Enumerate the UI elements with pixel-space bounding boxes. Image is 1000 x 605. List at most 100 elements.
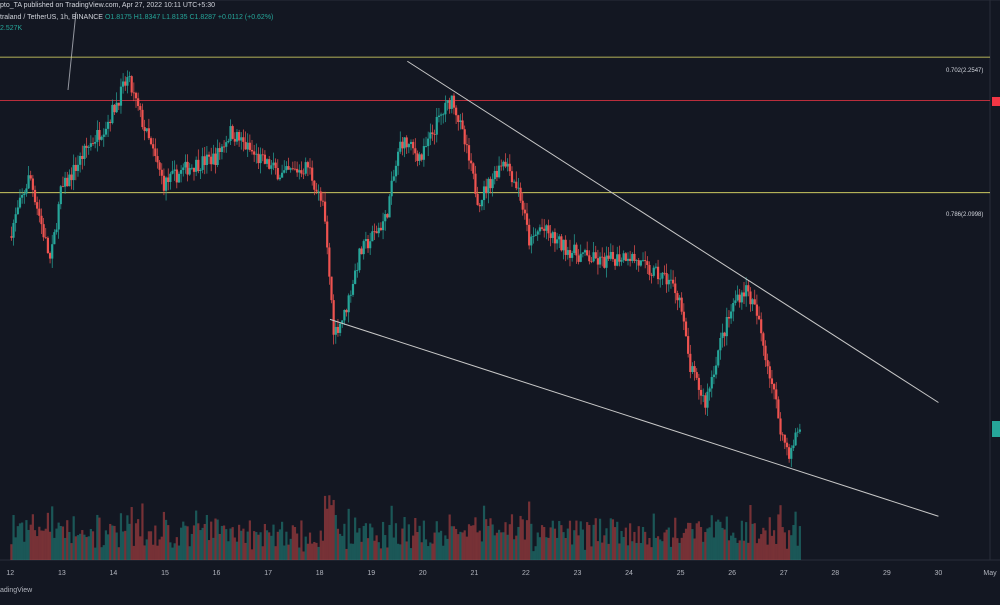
volume-bar xyxy=(364,523,367,560)
volume-bar xyxy=(242,528,245,560)
volume-bar xyxy=(768,517,771,560)
candle-body xyxy=(235,132,239,142)
volume-bar xyxy=(534,546,537,560)
candle-body xyxy=(278,177,282,180)
volume-bar xyxy=(113,525,116,560)
volume-bar xyxy=(160,536,163,560)
candle-body xyxy=(289,168,292,170)
candle-body xyxy=(379,227,383,231)
candle-body xyxy=(61,186,65,188)
candle-body xyxy=(480,200,483,207)
candle-body xyxy=(79,155,82,165)
candle-body xyxy=(377,227,380,234)
candle-body xyxy=(334,326,337,335)
candle-body xyxy=(371,231,374,242)
trendline-upper[interactable] xyxy=(407,60,939,403)
candle-body xyxy=(177,173,181,183)
candle-body xyxy=(669,279,673,281)
candle-body xyxy=(197,159,200,172)
volume-bar xyxy=(433,532,436,560)
volume-bar xyxy=(495,532,499,560)
candle-body xyxy=(738,294,741,303)
volume-bar xyxy=(633,531,636,560)
candle-body xyxy=(588,255,591,262)
volume-bar xyxy=(313,541,316,560)
candle-body xyxy=(354,270,357,284)
candle-body xyxy=(143,127,146,132)
candle-body xyxy=(162,175,166,191)
candle-body xyxy=(308,167,312,169)
volume-bar xyxy=(276,531,279,560)
candle-body xyxy=(139,106,142,110)
volume-bar xyxy=(431,543,434,560)
candle-body xyxy=(192,167,196,172)
volume-bar xyxy=(712,537,716,560)
candle-body xyxy=(403,137,406,149)
volume-bar xyxy=(358,528,361,560)
volume-bar xyxy=(650,547,653,560)
candle-body xyxy=(345,309,348,313)
volume-bar xyxy=(111,525,114,560)
volume-bar xyxy=(777,514,780,560)
volume-bar xyxy=(38,526,41,560)
candle-body xyxy=(762,333,765,346)
candle-body xyxy=(596,258,600,265)
candle-body xyxy=(465,144,468,146)
volume-bar xyxy=(85,537,88,560)
volume-bar xyxy=(691,529,694,560)
volume-bar xyxy=(474,517,477,560)
candle-body xyxy=(788,447,791,459)
volume-bar xyxy=(401,528,404,560)
candle-body xyxy=(304,162,307,174)
volume-bar xyxy=(654,537,658,560)
candle-body xyxy=(40,215,43,225)
candle-body xyxy=(130,76,133,93)
volume-bar xyxy=(293,526,297,560)
volume-bar xyxy=(560,525,563,560)
volume-bar xyxy=(424,539,428,560)
volume-bar xyxy=(147,531,150,560)
candle-body xyxy=(695,372,698,378)
candle-body xyxy=(149,138,153,145)
volume-bar xyxy=(719,521,722,560)
candle-body xyxy=(94,141,97,144)
volume-bar xyxy=(794,511,797,560)
volume-bar xyxy=(407,524,410,560)
trendlines-layer[interactable] xyxy=(329,60,939,517)
candle-body xyxy=(257,153,260,164)
candle-body xyxy=(704,395,707,408)
volume-bar xyxy=(564,538,567,560)
volume-bar xyxy=(732,532,735,560)
candle-body xyxy=(525,213,529,225)
x-tick-label: 19 xyxy=(367,570,376,577)
candle-body xyxy=(158,162,161,170)
candle-body xyxy=(283,170,286,173)
candle-body xyxy=(463,129,466,145)
volume-bar xyxy=(485,519,488,560)
volume-bar xyxy=(463,530,466,560)
candle-body xyxy=(652,267,655,276)
tradingview-brand: adingView xyxy=(0,587,33,594)
candle-body xyxy=(102,134,105,137)
candle-body xyxy=(513,181,516,183)
volume-bar xyxy=(167,525,170,560)
candle-body xyxy=(336,326,340,333)
volume-bar xyxy=(399,544,402,560)
volume-bar xyxy=(785,548,789,560)
candle-body xyxy=(364,239,367,242)
volume-bar xyxy=(727,540,731,560)
price-axis[interactable] xyxy=(990,0,1000,600)
volume-bar xyxy=(788,530,791,560)
volume-bar xyxy=(319,530,322,560)
trendline-lower[interactable] xyxy=(329,318,939,517)
candle-body xyxy=(87,146,90,148)
candle-body xyxy=(42,224,45,238)
x-tick-label: 28 xyxy=(831,570,840,577)
volume-bar xyxy=(347,508,350,560)
candle-body xyxy=(562,239,565,251)
x-tick-label: 13 xyxy=(57,570,66,577)
volume-bar xyxy=(29,524,32,560)
x-tick-label: 23 xyxy=(573,570,582,577)
